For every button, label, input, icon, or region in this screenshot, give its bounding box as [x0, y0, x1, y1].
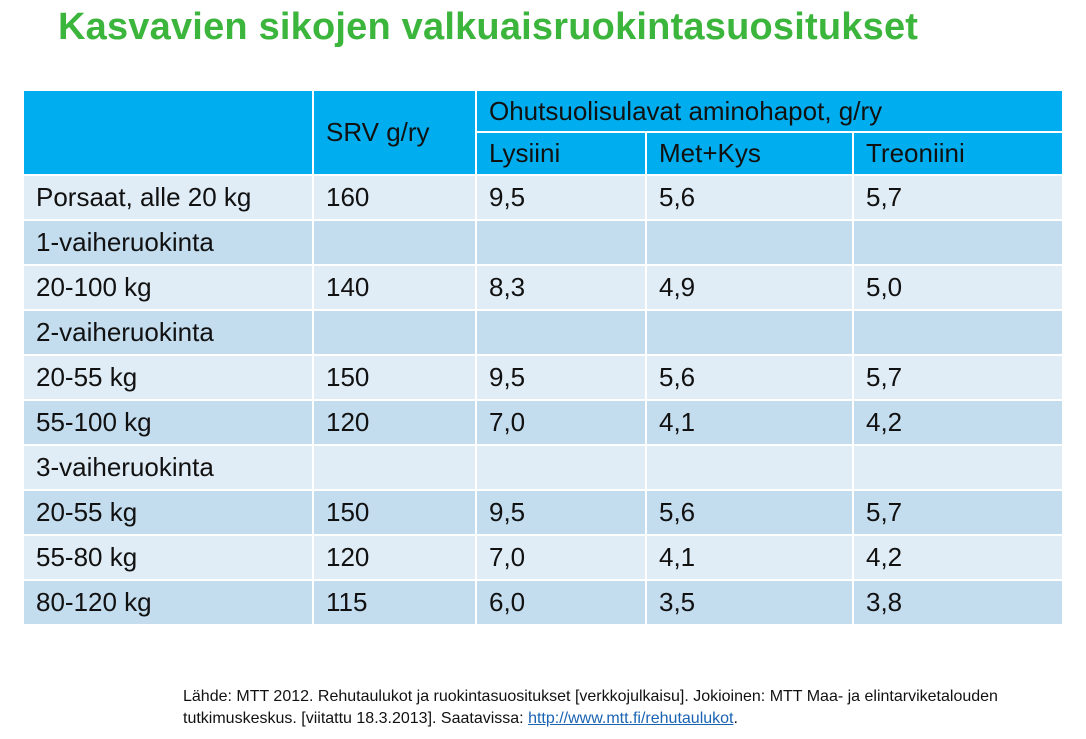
srv-value: 150 [314, 354, 477, 399]
met-kys-value: 4,1 [647, 399, 854, 444]
treoniini-value: 4,2 [854, 534, 1063, 579]
table-body: Porsaat, alle 20 kg 160 9,5 5,6 5,7 1-vaiheru… [24, 174, 1063, 624]
srv-value: 140 [314, 264, 477, 309]
srv-value [314, 444, 477, 489]
table-row: 1-vaiheruokinta [24, 219, 1063, 264]
header-amino-acids: Ohutsuolisulavat aminohapot, g/ry [477, 89, 1063, 131]
header-lysiini: Lysiini [477, 131, 647, 174]
lysiini-value [477, 309, 647, 354]
table-row: 20-100 kg 140 8,3 4,9 5,0 [24, 264, 1063, 309]
row-label: 20-55 kg [24, 354, 314, 399]
row-label: Porsaat, alle 20 kg [24, 174, 314, 219]
treoniini-value: 5,0 [854, 264, 1063, 309]
met-kys-value [647, 219, 854, 264]
treoniini-value: 5,7 [854, 489, 1063, 534]
met-kys-value [647, 309, 854, 354]
lysiini-value: 9,5 [477, 174, 647, 219]
srv-value: 120 [314, 534, 477, 579]
protein-recommendations-table: SRV g/ry Ohutsuolisulavat aminohapot, g/… [24, 89, 1063, 624]
page-title: Kasvavien sikojen valkuaisruokintasuosit… [58, 6, 919, 48]
table-row: 55-80 kg 120 7,0 4,1 4,2 [24, 534, 1063, 579]
lysiini-value: 7,0 [477, 399, 647, 444]
row-label: 2-vaiheruokinta [24, 309, 314, 354]
row-label: 20-100 kg [24, 264, 314, 309]
table-row: 55-100 kg 120 7,0 4,1 4,2 [24, 399, 1063, 444]
row-label: 55-80 kg [24, 534, 314, 579]
source-text: Lähde: MTT 2012. Rehutaulukot ja ruokint… [183, 688, 998, 727]
row-label: 80-120 kg [24, 579, 314, 624]
met-kys-value: 5,6 [647, 174, 854, 219]
table-row: 80-120 kg 115 6,0 3,5 3,8 [24, 579, 1063, 624]
treoniini-value [854, 219, 1063, 264]
lysiini-value: 6,0 [477, 579, 647, 624]
srv-value: 115 [314, 579, 477, 624]
srv-value: 120 [314, 399, 477, 444]
treoniini-value [854, 309, 1063, 354]
table-row: 20-55 kg 150 9,5 5,6 5,7 [24, 354, 1063, 399]
srv-value [314, 219, 477, 264]
met-kys-value: 4,9 [647, 264, 854, 309]
srv-value [314, 309, 477, 354]
source-end: . [733, 710, 738, 727]
row-label: 1-vaiheruokinta [24, 219, 314, 264]
row-label: 55-100 kg [24, 399, 314, 444]
lysiini-value: 9,5 [477, 354, 647, 399]
met-kys-value: 4,1 [647, 534, 854, 579]
table-row: 2-vaiheruokinta [24, 309, 1063, 354]
header-met-kys: Met+Kys [647, 131, 854, 174]
table-row: 20-55 kg 150 9,5 5,6 5,7 [24, 489, 1063, 534]
lysiini-value: 9,5 [477, 489, 647, 534]
table-row: Porsaat, alle 20 kg 160 9,5 5,6 5,7 [24, 174, 1063, 219]
lysiini-value [477, 444, 647, 489]
srv-value: 160 [314, 174, 477, 219]
treoniini-value: 3,8 [854, 579, 1063, 624]
source-citation: Lähde: MTT 2012. Rehutaulukot ja ruokint… [183, 686, 1043, 730]
row-label: 20-55 kg [24, 489, 314, 534]
met-kys-value: 5,6 [647, 489, 854, 534]
lysiini-value [477, 219, 647, 264]
source-link[interactable]: http://www.mtt.fi/rehutaulukot [528, 710, 734, 727]
header-treoniini: Treoniini [854, 131, 1063, 174]
row-label: 3-vaiheruokinta [24, 444, 314, 489]
met-kys-value [647, 444, 854, 489]
met-kys-value: 5,6 [647, 354, 854, 399]
met-kys-value: 3,5 [647, 579, 854, 624]
header-srv: SRV g/ry [314, 89, 477, 174]
header-empty-cell [24, 89, 314, 174]
treoniini-value: 4,2 [854, 399, 1063, 444]
treoniini-value [854, 444, 1063, 489]
srv-value: 150 [314, 489, 477, 534]
treoniini-value: 5,7 [854, 174, 1063, 219]
lysiini-value: 8,3 [477, 264, 647, 309]
treoniini-value: 5,7 [854, 354, 1063, 399]
lysiini-value: 7,0 [477, 534, 647, 579]
table-row: 3-vaiheruokinta [24, 444, 1063, 489]
